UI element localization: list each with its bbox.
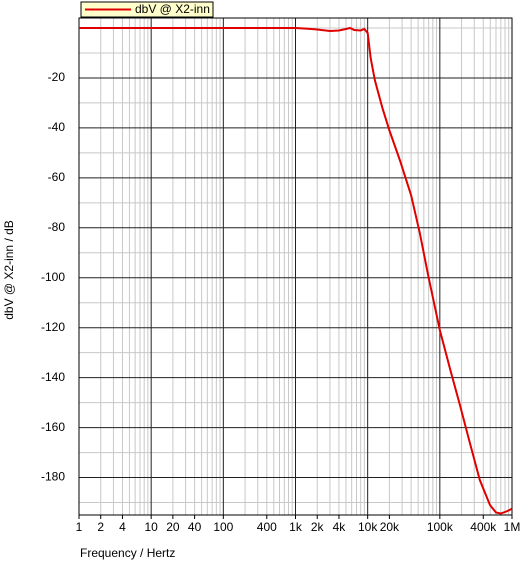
- x-tick-label: 4: [119, 520, 126, 534]
- x-tick-label: 100k: [427, 520, 454, 534]
- x-tick-label: 400: [257, 520, 277, 534]
- y-tick-label: -140: [41, 370, 65, 384]
- x-tick-label: 20: [166, 520, 180, 534]
- legend-box: [80, 1, 214, 18]
- x-axis-label: Frequency / Hertz: [80, 546, 175, 560]
- y-tick-label: -40: [48, 120, 66, 134]
- y-tick-label: -160: [41, 420, 65, 434]
- x-tick-label: 1: [76, 520, 83, 534]
- y-tick-label: -100: [41, 270, 65, 284]
- legend-label: dbV @ X2-inn: [135, 2, 210, 16]
- x-tick-label: 4k: [333, 520, 347, 534]
- plot-border: [78, 17, 513, 516]
- y-tick-label: -60: [48, 170, 66, 184]
- y-tick-label: -180: [41, 470, 65, 484]
- x-tick-label: 2k: [311, 520, 325, 534]
- data-line: [79, 26, 513, 515]
- x-tick-label: 10k: [358, 520, 378, 534]
- x-tick-label: 400k: [470, 520, 497, 534]
- y-tick-label: -80: [48, 220, 66, 234]
- x-tick-label: 10: [144, 520, 158, 534]
- y-tick-label: -120: [41, 320, 65, 334]
- x-tick-label: 1M: [504, 520, 520, 534]
- x-tick-label: 2: [97, 520, 104, 534]
- x-tick-label: 100: [213, 520, 233, 534]
- x-tick-label: 40: [188, 520, 202, 534]
- y-axis-label: dbV @ X2-inn / dB: [2, 220, 16, 320]
- x-tick-label: 20k: [380, 520, 400, 534]
- x-tick-label: 1k: [289, 520, 303, 534]
- y-tick-label: -20: [48, 70, 66, 84]
